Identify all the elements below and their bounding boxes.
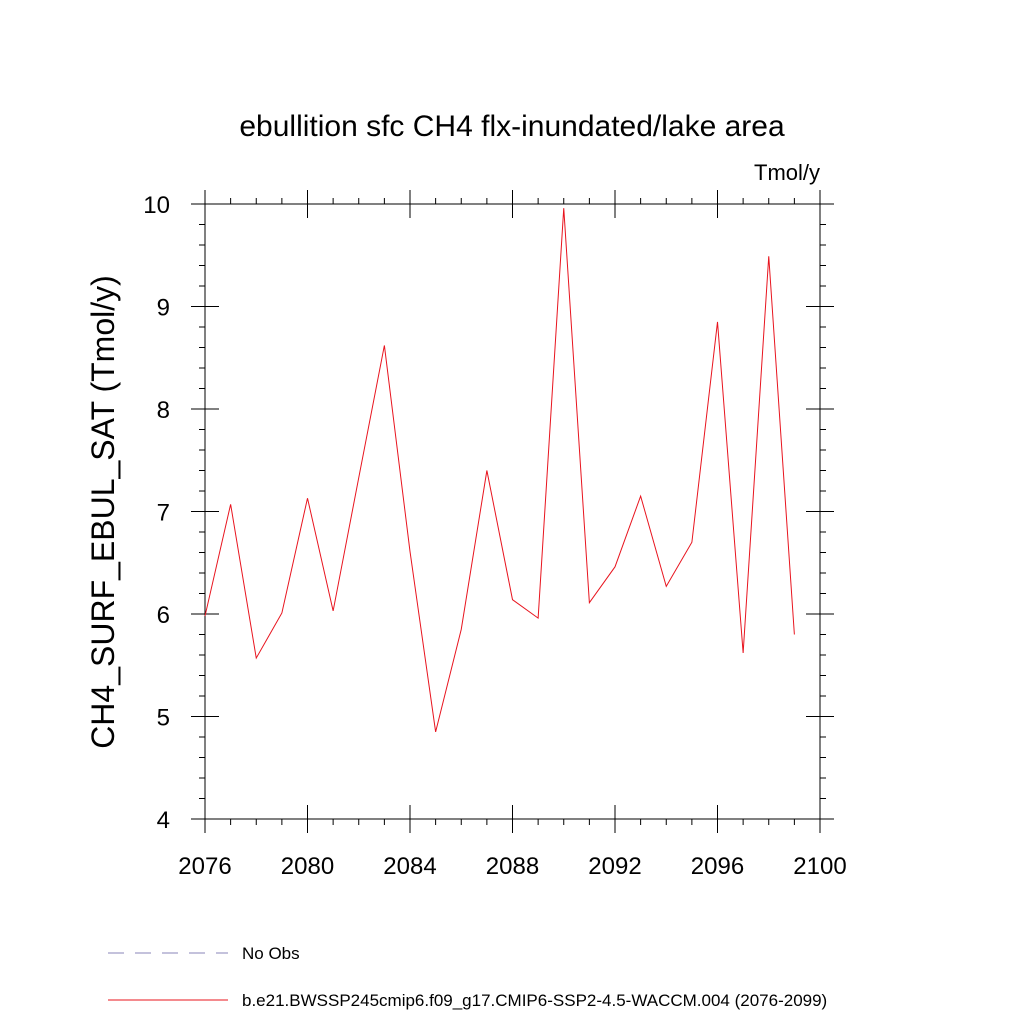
series-layer <box>204 208 795 733</box>
major-ticks <box>191 190 834 833</box>
y-tick-label: 5 <box>157 705 170 732</box>
y-tick-label: 8 <box>157 397 170 424</box>
legend: No Obs b.e21.BWSSP245cmip6.f09_g17.CMIP6… <box>108 944 827 1010</box>
y-axis-label: CH4_SURF_EBUL_SAT (Tmol/y) <box>85 275 121 749</box>
y-tick-label: 6 <box>157 602 170 629</box>
x-tick-label: 2100 <box>793 853 846 880</box>
x-tick-label: 2076 <box>178 853 231 880</box>
y-tick-label: 4 <box>157 807 170 834</box>
x-tick-label: 2084 <box>383 853 436 880</box>
y-tick-label: 7 <box>157 500 170 527</box>
plot-frame <box>204 203 821 820</box>
x-tick-label: 2096 <box>691 853 744 880</box>
units-label: Tmol/y <box>754 160 820 185</box>
legend-label-series: b.e21.BWSSP245cmip6.f09_g17.CMIP6-SSP2-4… <box>242 991 827 1010</box>
tick-labels: 2076 2080 2084 2088 2092 2096 2100 4 5 6 7 8 9 10 <box>143 192 846 880</box>
minor-ticks <box>199 198 826 825</box>
legend-label-no-obs: No Obs <box>242 944 300 963</box>
chart-title: ebullition sfc CH4 flx-inundated/lake ar… <box>239 110 785 143</box>
y-tick-label: 9 <box>157 295 170 322</box>
y-tick-label: 10 <box>143 192 170 219</box>
x-tick-label: 2080 <box>281 853 334 880</box>
x-tick-label: 2088 <box>486 853 539 880</box>
x-tick-label: 2092 <box>588 853 641 880</box>
series-line-0 <box>204 208 795 733</box>
